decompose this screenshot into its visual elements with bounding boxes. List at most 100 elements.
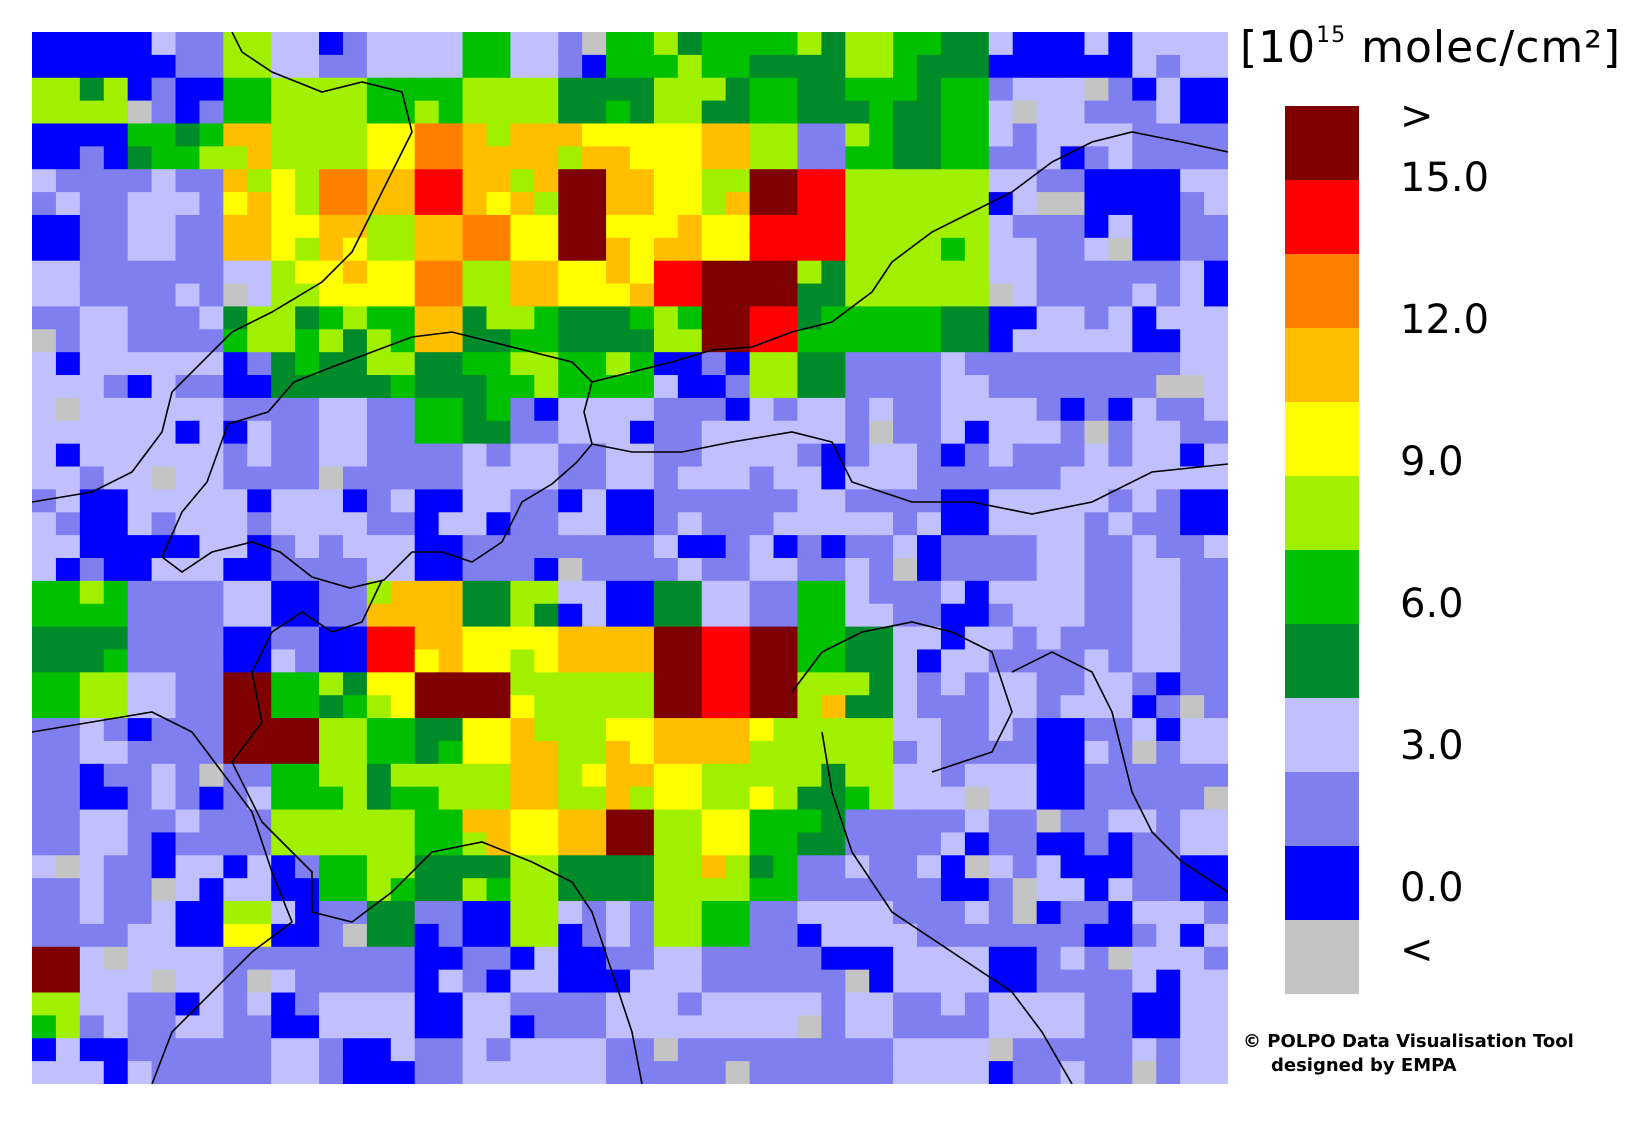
- map-cell: [55, 832, 81, 856]
- map-cell: [725, 763, 751, 788]
- map-cell: [103, 603, 129, 628]
- map-cell: [1180, 214, 1205, 239]
- map-cell: [964, 649, 990, 673]
- map-cell: [271, 1061, 296, 1084]
- map-cell: [414, 901, 440, 925]
- map-cell: [342, 443, 368, 468]
- map-cell: [797, 283, 822, 308]
- map-cell: [845, 580, 870, 605]
- map-cell: [32, 306, 57, 330]
- map-cell: [964, 306, 990, 330]
- map-cell: [964, 603, 990, 628]
- map-cell: [749, 649, 775, 673]
- map-cell: [462, 466, 488, 490]
- map-cell: [1204, 878, 1228, 902]
- map-cell: [869, 718, 894, 742]
- map-cell: [1180, 672, 1205, 696]
- map-cell: [821, 420, 846, 445]
- map-cell: [151, 489, 177, 513]
- map-cell: [103, 740, 129, 765]
- map-cell: [1084, 580, 1109, 605]
- map-cell: [79, 740, 105, 765]
- map-cell: [79, 535, 105, 559]
- map-cell: [32, 923, 57, 948]
- map-cell: [1084, 169, 1109, 193]
- map-cell: [725, 672, 751, 696]
- map-cell: [342, 580, 368, 605]
- map-cell: [677, 649, 703, 673]
- map-cell: [821, 100, 846, 125]
- map-cell: [677, 809, 703, 834]
- map-cell: [151, 77, 177, 102]
- map-cell: [1132, 306, 1157, 330]
- map-cell: [271, 306, 296, 330]
- map-cell: [295, 832, 320, 856]
- map-cell: [486, 1038, 511, 1062]
- map-cell: [845, 443, 870, 468]
- map-cell: [988, 901, 1014, 925]
- map-cell: [247, 397, 272, 422]
- map-cell: [1108, 146, 1133, 170]
- map-cell: [1132, 146, 1157, 170]
- map-cell: [749, 923, 775, 948]
- map-cell: [558, 192, 583, 216]
- map-cell: [1204, 580, 1228, 605]
- map-cell: [510, 626, 535, 651]
- map-cell: [175, 100, 201, 125]
- map-cell: [366, 512, 392, 536]
- map-cell: [199, 786, 224, 811]
- map-cell: [199, 878, 224, 902]
- map-cell: [1204, 832, 1228, 856]
- map-cell: [319, 306, 344, 330]
- map-cell: [1036, 397, 1062, 422]
- map-cell: [988, 443, 1014, 468]
- map-cell: [462, 192, 488, 216]
- map-cell: [606, 603, 631, 628]
- map-cell: [342, 192, 368, 216]
- map-cell: [79, 718, 105, 742]
- map-cell: [79, 260, 105, 285]
- map-cell: [582, 923, 607, 948]
- map-cell: [558, 901, 583, 925]
- map-cell: [630, 878, 655, 902]
- map-cell: [342, 32, 368, 56]
- map-cell: [151, 786, 177, 811]
- map-cell: [677, 123, 703, 147]
- map-cell: [1084, 375, 1109, 399]
- map-cell: [1036, 375, 1062, 399]
- map-cell: [1036, 535, 1062, 559]
- map-cell: [845, 192, 870, 216]
- map-cell: [1204, 169, 1228, 193]
- map-cell: [653, 512, 679, 536]
- map-cell: [79, 466, 105, 490]
- map-cell: [917, 1015, 942, 1039]
- map-cell: [964, 375, 990, 399]
- map-cell: [486, 329, 511, 353]
- map-cell: [940, 809, 966, 834]
- map-cell: [821, 466, 846, 490]
- map-cell: [103, 946, 129, 971]
- map-cell: [845, 214, 870, 239]
- map-cell: [199, 214, 224, 239]
- colorbar-swatch-9: [1285, 772, 1359, 846]
- map-cell: [773, 672, 799, 696]
- map-cell: [940, 375, 966, 399]
- map-cell: [1156, 260, 1181, 285]
- map-cell: [151, 169, 177, 193]
- map-cell: [79, 420, 105, 445]
- map-cell: [1156, 123, 1181, 147]
- map-cell: [988, 32, 1014, 56]
- map-cell: [1180, 763, 1205, 788]
- map-cell: [366, 718, 392, 742]
- map-cell: [247, 535, 272, 559]
- map-cell: [79, 123, 105, 147]
- map-cell: [725, 214, 751, 239]
- map-cell: [1012, 100, 1038, 125]
- map-cell: [390, 763, 416, 788]
- map-cell: [319, 512, 344, 536]
- map-cell: [414, 809, 440, 834]
- map-cell: [247, 283, 272, 308]
- map-cell: [366, 32, 392, 56]
- map-cell: [366, 992, 392, 1016]
- map-cell: [175, 649, 201, 673]
